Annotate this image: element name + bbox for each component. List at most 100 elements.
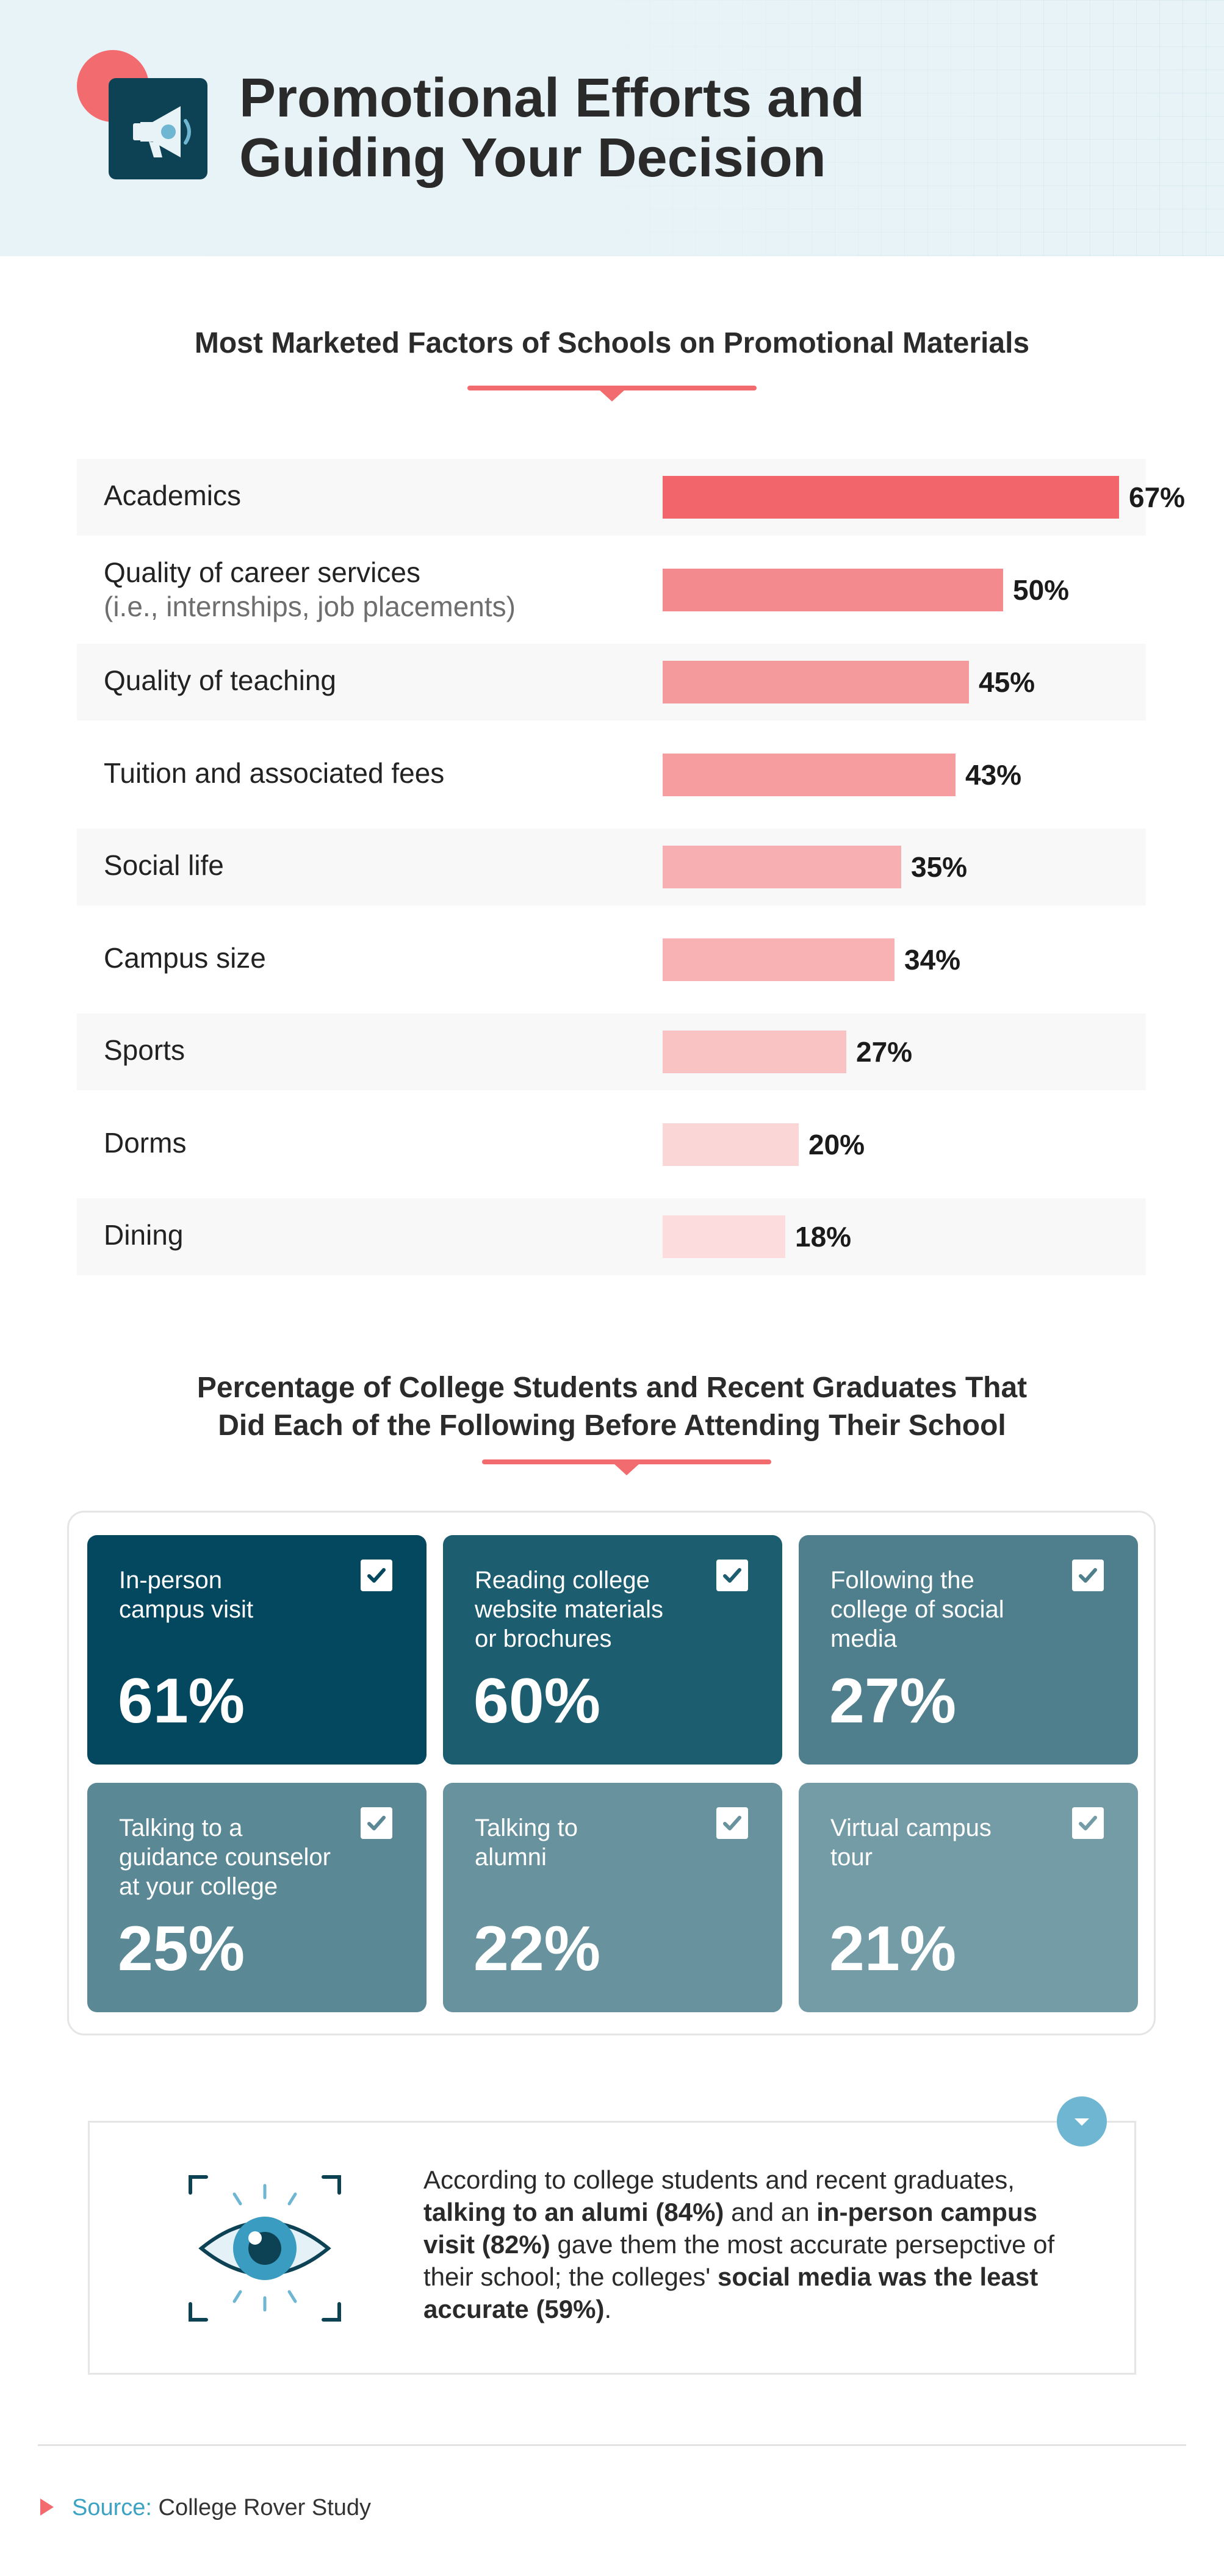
stat-card-value: 60%	[473, 1666, 601, 1736]
chevron-down-icon	[1057, 2096, 1107, 2146]
insight-highlight-alumni: talking to an alumi (84%)	[423, 2198, 724, 2226]
chart-title-underline-pointer	[599, 389, 625, 401]
stat-card-label-line: guidance counselor	[119, 1844, 331, 1871]
checkbox-checked-icon	[1072, 1560, 1104, 1591]
megaphone-icon	[109, 78, 207, 179]
stat-card: In-person campus visit 61%	[87, 1535, 427, 1765]
bar	[663, 1123, 799, 1166]
source-key: Source:	[72, 2495, 152, 2520]
bar-label: Tuition and associated fees	[104, 756, 444, 790]
stat-card-label-line: website materials	[475, 1596, 664, 1623]
bar-label: Campus size	[104, 941, 266, 975]
actions-title-line1: Percentage of College Students and Recen…	[196, 1372, 1028, 1404]
insight-highlight-social-media: social media was the least accurate (59%…	[423, 2262, 1039, 2323]
bar-row: Social life 35%	[77, 829, 1146, 905]
page-title-line1: Promotional Efforts and	[239, 68, 865, 129]
actions-title-underline-pointer	[613, 1463, 640, 1475]
insight-highlight-campus-visit: in-person campus visit (82%)	[423, 2198, 1037, 2259]
bar-label-text: Quality of teaching	[104, 664, 337, 696]
bar-row: Quality of teaching 45%	[77, 644, 1146, 721]
bar-value-label: 34%	[904, 943, 961, 976]
bar-label: Quality of teaching	[104, 663, 336, 697]
stat-card-label-line: or brochures	[475, 1625, 612, 1652]
stat-card-label-line: Virtual campus	[830, 1815, 992, 1841]
stat-card-value: 61%	[118, 1666, 245, 1736]
checkbox-checked-icon	[361, 1560, 392, 1591]
bar-label: Sports	[104, 1033, 185, 1067]
bar-label-text: Tuition and associated fees	[104, 757, 445, 789]
bar-label-text: Sports	[104, 1034, 185, 1066]
stat-card: Following the college of social media 27%	[799, 1535, 1138, 1765]
bar-label: Quality of career services (i.e., interns…	[104, 555, 516, 624]
bar	[663, 846, 901, 888]
bar	[663, 1215, 785, 1258]
chart-title: Most Marketed Factors of Schools on Prom…	[194, 327, 1030, 359]
stat-card-value: 21%	[829, 1913, 957, 1984]
bar-row: Sports 27%	[77, 1013, 1146, 1090]
insight-text-part2: and an	[724, 2198, 817, 2226]
stat-card-label-line: alumni	[475, 1844, 547, 1871]
page-title-line2: Guiding Your Decision	[239, 128, 826, 189]
bar	[663, 938, 895, 981]
stat-card-label: In-person campus visit	[119, 1566, 363, 1624]
stat-card-label-line: Talking to a	[119, 1815, 243, 1841]
bar-row: Tuition and associated fees 43%	[77, 736, 1146, 813]
bar-value-label: 67%	[1129, 481, 1186, 513]
bar-row: Dining 18%	[77, 1198, 1146, 1275]
bar-label-text: Campus size	[104, 941, 266, 974]
stat-card-label: Talking to alumni	[475, 1813, 719, 1872]
stat-card: Reading college website materials or broch…	[443, 1535, 782, 1765]
bar-value-label: 20%	[808, 1128, 865, 1160]
stat-card-label: Talking to a guidance counselor at your co…	[119, 1813, 363, 1901]
stat-card-label-line: Reading college	[475, 1567, 650, 1594]
bar	[663, 753, 956, 796]
stat-card-label-line: at your college	[119, 1873, 278, 1900]
stat-card-label-line: tour	[830, 1844, 873, 1871]
bar-label-text: Social life	[104, 849, 224, 881]
bar-value-label: 27%	[856, 1036, 913, 1068]
checkbox-checked-icon	[1072, 1807, 1104, 1839]
stat-card-label-line: Talking to	[475, 1815, 578, 1841]
bar-label: Dorms	[104, 1126, 186, 1160]
bar	[663, 476, 1119, 519]
stat-card-label: Virtual campus tour	[830, 1813, 1075, 1872]
source-bullet-icon	[40, 2498, 54, 2516]
bar-value-label: 18%	[795, 1221, 852, 1253]
bar-label-text: Academics	[104, 480, 241, 511]
insight-text: According to college students and recent…	[423, 2164, 1070, 2325]
bar-row: Quality of career services (i.e., interns…	[77, 552, 1146, 628]
bar	[663, 1031, 846, 1073]
actions-title-underline	[482, 1459, 771, 1464]
stat-card-label-line: college of social	[830, 1596, 1004, 1623]
bar-label-text: Quality of career services	[104, 556, 420, 588]
source-value: College Rover Study	[158, 2495, 372, 2520]
source-line: Source: College Rover Study	[40, 2493, 371, 2522]
cards-frame	[67, 1511, 1156, 2035]
bar-row: Dorms 20%	[77, 1106, 1146, 1183]
stat-card: Talking to a guidance counselor at your co…	[87, 1783, 427, 2012]
bar-value-label: 50%	[1013, 574, 1070, 606]
stat-card-label-line: In-person	[119, 1567, 222, 1594]
checkbox-checked-icon	[716, 1560, 748, 1591]
bar-value-label: 45%	[979, 666, 1035, 698]
stat-card-label-line: media	[830, 1625, 897, 1652]
bar-label: Dining	[104, 1218, 183, 1252]
bar-label-text: Dining	[104, 1219, 184, 1251]
stat-card-label: Following the college of social media	[830, 1566, 1075, 1653]
stat-card-label-line: campus visit	[119, 1596, 254, 1623]
stat-card-value: 25%	[118, 1913, 245, 1984]
insight-text-part3: gave them the most accurate persepctive …	[423, 2230, 1055, 2291]
bar	[663, 661, 969, 703]
chart-title-underline	[467, 386, 757, 390]
bar-label-text: Dorms	[104, 1126, 187, 1159]
bar	[663, 568, 1003, 611]
bar-sublabel: (i.e., internships, job placements)	[104, 590, 516, 622]
bar-label: Academics	[104, 478, 241, 513]
eye-icon	[185, 2172, 344, 2325]
bar-value-label: 35%	[911, 851, 968, 883]
stat-card: Virtual campus tour 21%	[799, 1783, 1138, 2012]
actions-title-line2: Did Each of the Following Before Attendi…	[218, 1409, 1006, 1442]
bar-value-label: 43%	[965, 758, 1022, 791]
insight-text-part1: According to college students and recent…	[423, 2165, 1015, 2194]
bar-label: Social life	[104, 848, 224, 882]
